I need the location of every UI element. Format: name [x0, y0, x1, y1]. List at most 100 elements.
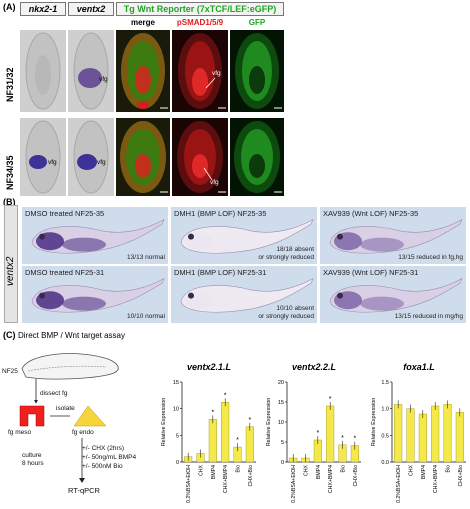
micrograph-nkx2-1-nf34: vfg: [20, 118, 66, 196]
category-label: BMP4: [316, 465, 322, 479]
tadpole-count: 13/13 normal: [127, 254, 165, 261]
tadpole-count: 10/10 absent or strongly reduced: [258, 305, 314, 320]
assay-title: Direct BMP / Wnt target assay: [18, 331, 125, 340]
vfg-label: vfg: [210, 179, 219, 186]
vfg-label: vfg: [97, 159, 106, 166]
gene-label-ventx2: ventx2: [5, 256, 16, 286]
micrograph-merge-nf34: [116, 118, 170, 196]
axes: [286, 382, 361, 463]
y-tick-label: 20: [278, 380, 284, 386]
tadpole-title: XAV939 (Wnt LOF) NF25-35: [323, 209, 419, 218]
micrograph-ventx2-nf31: vfg: [68, 30, 114, 112]
tadpole-drawing: [329, 218, 463, 254]
subheader-psmad: pSMAD1/5/9: [176, 18, 224, 27]
chart-title: ventx2.2.L: [291, 362, 337, 372]
category-label: CHX: [409, 464, 415, 475]
tadpole-title: XAV939 (Wnt LOF) NF25-31: [323, 268, 419, 277]
tadpole-drawing: [180, 277, 314, 313]
gene-sidebar: [4, 205, 18, 323]
isolate-label: isolate: [56, 405, 75, 412]
tadpole-drawing: [31, 277, 165, 313]
tadpole-title: DMH1 (BMP LOF) NF25-35: [174, 209, 267, 218]
category-label: Bio: [236, 465, 242, 473]
category-label: 0.2%BSA+EtOH: [186, 465, 192, 503]
tadpole-drawing: [31, 218, 165, 254]
bar: [208, 419, 217, 463]
category-label: 0.2%BSA+EtOH: [396, 465, 402, 503]
category-label: Bio: [446, 465, 452, 473]
row-label-nf31-32: NF31/32: [5, 67, 15, 102]
y-tick-label: 5: [176, 433, 179, 439]
category-label: CHX: [199, 464, 205, 475]
micrograph-psmad-nf34: vfg: [172, 118, 228, 196]
bar: [418, 413, 427, 463]
y-tick-label: 0.5: [381, 433, 389, 439]
tadpole-count: 13/15 reduced in fg,hg: [398, 254, 463, 261]
tadpole-title: DMSO treated NF25-31: [25, 268, 105, 277]
readout-label: RT-qPCR: [68, 486, 100, 495]
significance-mark: *: [236, 437, 239, 444]
vfg-label: vfg: [99, 76, 108, 83]
tadpole-title: DMH1 (BMP LOF) NF25-31: [174, 268, 267, 277]
category-label: CHX+BMP4: [328, 465, 334, 493]
panel-a-label: (A): [3, 2, 16, 12]
micrograph-merge-nf31: [116, 30, 170, 112]
bar-chart: Relative Expression 0.0 0.5 1.0 1.5 0.2%BSA+E…: [371, 380, 466, 503]
tadpole-image: DMH1 (BMP LOF) NF25-35 18/18 absent or st…: [171, 207, 317, 264]
bar: [431, 405, 440, 463]
category-label: CHX+Bio: [248, 465, 254, 487]
significance-mark: *: [224, 392, 227, 399]
tadpole-drawing: [180, 218, 314, 254]
micrograph-nkx2-1-nf31: [20, 30, 66, 112]
y-axis-label: Relative Expression: [161, 398, 167, 447]
bar: [245, 426, 254, 463]
category-label: BMP4: [211, 465, 217, 479]
bar-chart: Relative Expression 0 5 10 15 0.2%BSA+EtOH CHX…: [161, 380, 256, 503]
y-tick-label: 10: [278, 420, 284, 426]
y-axis-label: Relative Expression: [266, 398, 272, 447]
y-tick-label: 15: [278, 400, 284, 406]
y-tick-label: 10: [173, 407, 179, 413]
y-tick-label: 0: [281, 460, 284, 466]
category-label: Bio: [341, 465, 347, 473]
tadpole-drawing: [329, 277, 463, 313]
y-tick-label: 0: [176, 460, 179, 466]
y-tick-label: 15: [173, 380, 179, 386]
significance-mark: *: [329, 396, 332, 403]
bar: [406, 408, 415, 463]
header-wnt-reporter: Tg Wnt Reporter (7xTCF/LEF:eGFP): [116, 2, 284, 16]
vfg-label: vfg: [212, 70, 221, 77]
culture-label: culture 8 hours: [22, 452, 44, 467]
panel-c-label: (C): [3, 330, 16, 340]
category-label: CHX+Bio: [353, 465, 359, 487]
tadpole-image: DMSO treated NF25-35 13/13 normal: [22, 207, 168, 264]
micrograph-gfp-nf34: [230, 118, 284, 196]
fg-endo-label: fg endo: [72, 429, 94, 436]
dissect-label: dissect fg: [40, 390, 68, 397]
y-axis-label: Relative Expression: [371, 398, 377, 447]
bar: [326, 405, 335, 463]
tadpole-image: XAV939 (Wnt LOF) NF25-35 13/15 reduced in…: [320, 207, 466, 264]
tadpole-image: DMSO treated NF25-31 10/10 normal: [22, 266, 168, 323]
axes: [391, 382, 466, 463]
tadpole-count: 10/10 normal: [127, 313, 165, 320]
y-tick-label: 5: [281, 440, 284, 446]
bar: [221, 402, 230, 463]
bar-chart: Relative Expression 0 5 10 15 20 0.2%BSA+EtOH C…: [266, 380, 361, 503]
significance-mark: *: [248, 417, 251, 424]
row-label-nf34-35: NF34/35: [5, 155, 15, 190]
category-label: CHX+BMP4: [223, 465, 229, 493]
bar: [394, 404, 403, 463]
treatments-label: +/- CHX (2hrs) +/- 50ng/mL BMP4 +/- 500n…: [82, 445, 137, 470]
significance-mark: *: [353, 436, 356, 443]
tadpole-title: DMSO treated NF25-35: [25, 209, 105, 218]
panel-b-label: (B): [3, 197, 16, 207]
significance-mark: *: [316, 430, 319, 437]
vfg-label: vfg: [48, 159, 57, 166]
axes: [181, 382, 256, 463]
category-label: CHX+Bio: [458, 465, 464, 487]
header-nkx2-1: nkx2-1: [20, 2, 66, 16]
dissected-tissue-diagram: [19, 405, 107, 427]
tadpole-count: 18/18 absent or strongly reduced: [258, 246, 314, 261]
header-ventx2: ventx2: [68, 2, 114, 16]
